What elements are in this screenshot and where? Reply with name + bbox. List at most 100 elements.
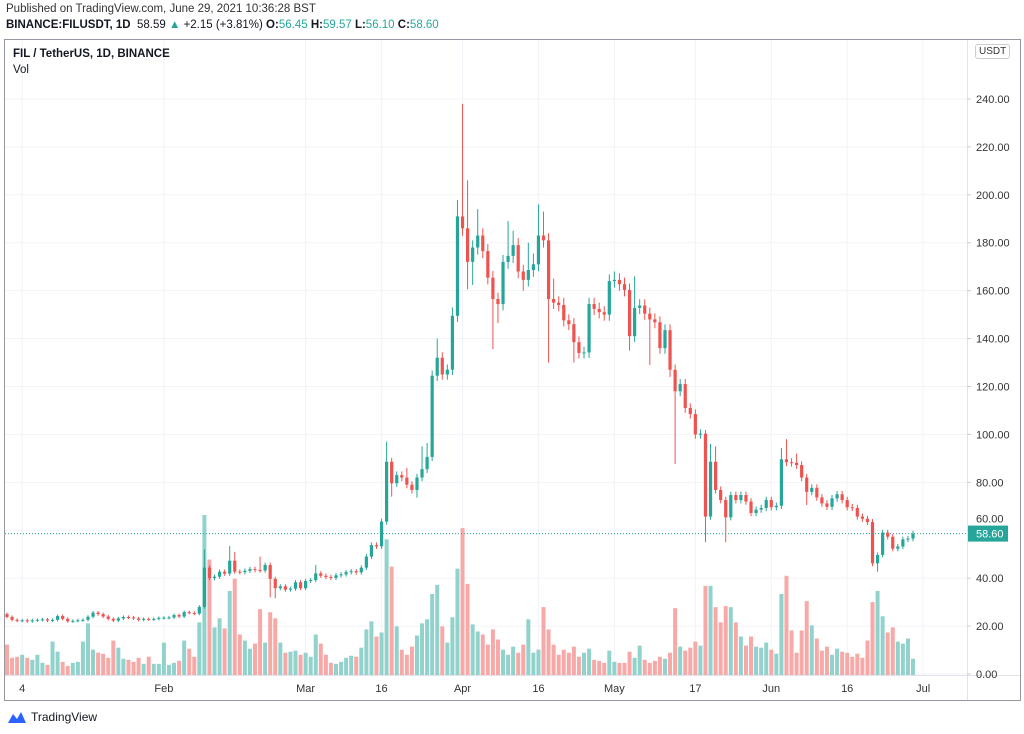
candle-body [30,620,34,622]
volume-bar [187,648,192,675]
candle-body [830,498,834,507]
candle-body [91,612,95,617]
candle-body [131,617,136,619]
candle-body [121,616,126,619]
volume-bar [212,627,217,675]
candle-body [192,612,196,614]
volume-bar [379,632,384,675]
price-tick-label: 120.00 [976,381,1010,393]
candle-body [202,567,206,607]
volume-bar [40,662,45,675]
volume-bar [288,651,293,675]
candle-body [40,619,45,621]
candle-body [471,247,475,262]
candle-body [739,495,743,501]
candle-body [557,302,561,306]
volume-bar [506,654,511,675]
candle-body [136,618,141,620]
time-tick-label: Apr [454,683,471,695]
volume-bar [313,634,318,675]
price-tick-label: 40.00 [976,573,1004,585]
candle-body [405,477,409,485]
candle-body [314,573,318,581]
price-tick-label: 180.00 [976,238,1010,250]
volume-bar [323,654,328,675]
candle-body [567,320,571,325]
volume-bar [111,640,116,675]
price-tick-label: 140.00 [976,334,1010,346]
candle-body [344,572,348,575]
candle-body [668,330,672,370]
volume-bar [141,663,146,675]
candle-body [207,567,212,579]
currency-badge[interactable]: USDT [975,44,1011,59]
candle-body [714,461,718,490]
candle-body [81,619,85,621]
volume-bar [551,644,556,675]
candle-body [764,500,768,508]
last-price-badge [968,525,1008,542]
candle-body [455,216,460,316]
time-tick-label: Mar [296,683,315,695]
volume-bar [576,656,581,675]
volume-bar [182,640,187,675]
volume-bar [136,657,141,675]
high-label: H: [310,19,323,31]
volume-bar [895,641,900,675]
volume-bar [101,653,106,675]
chart-panel[interactable] [4,39,1021,701]
volume-bar [222,628,227,675]
volume-bar [733,622,738,675]
volume-bar [754,646,759,675]
candle-body [486,251,490,278]
volume-bar [455,568,460,675]
volume-bar [698,645,703,675]
candle-body [754,509,758,513]
candle-body [774,505,778,508]
candle-body [602,312,606,315]
volume-bar [516,652,521,675]
volume-bar [232,578,237,675]
volume-bar [359,647,364,675]
close-label: C: [397,19,410,31]
volume-bar [759,647,764,675]
price-tick-label: 20.00 [976,621,1004,633]
close-value: 58.60 [409,19,439,31]
candle-body [572,324,576,343]
footer-brand[interactable]: TradingView [7,710,97,724]
volume-bar [647,662,652,675]
candle-body [465,228,470,262]
volume-bar [501,649,506,675]
candle-body [526,270,530,280]
volume-bar [354,656,359,675]
candle-body [865,518,870,523]
volume-bar [495,639,500,675]
candle-body [460,216,465,229]
legend-title: FIL / TetherUS, 1D, BINANCE [13,48,170,60]
volume-bar [723,606,728,675]
volume-bar [779,593,784,675]
volume-bar [855,653,860,675]
candle-body [309,580,313,582]
candle-body [35,619,39,621]
candle-body [911,533,915,539]
price-tick-label: 160.00 [976,286,1010,298]
volume-bar [870,602,875,675]
volume-bar [126,659,131,675]
candle-body [354,571,358,573]
volume-bar [318,643,323,675]
volume-bar [749,636,754,675]
price-tick-label: 240.00 [976,94,1010,106]
candle-body [703,433,708,517]
candle-body [445,369,449,375]
volume-bar [673,608,678,675]
volume-bar [414,635,419,675]
volume-bar [470,624,475,675]
volume-bar [678,646,683,675]
candle-body [298,582,303,589]
candle-body [10,616,14,620]
volume-bar [880,616,885,675]
volume-bar [789,630,794,675]
volume-bar [511,646,516,675]
